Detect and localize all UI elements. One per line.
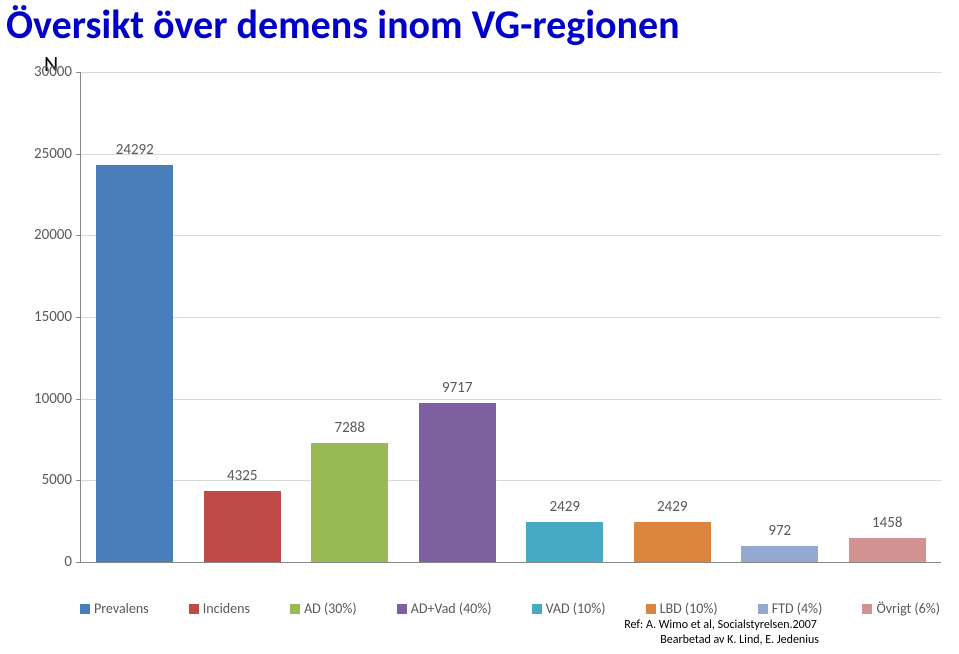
bar-value-label: 4325 — [227, 467, 257, 485]
gridline — [81, 72, 941, 73]
bar-value-label: 24292 — [116, 141, 154, 159]
gridline — [81, 235, 941, 236]
y-tickmark — [76, 154, 81, 155]
y-tick-label: 0 — [0, 553, 72, 571]
legend-item: AD+Vad (40%) — [397, 600, 492, 617]
legend-label: AD+Vad (40%) — [411, 600, 492, 617]
legend-item: Incidens — [189, 600, 250, 617]
legend-swatch — [646, 604, 656, 614]
legend-swatch — [397, 604, 407, 614]
legend-swatch — [290, 604, 300, 614]
chart-plot-area: 24292 4325 7288 9717 2429 2429 972 1458 — [80, 72, 941, 563]
legend-item: FTD (4%) — [758, 600, 823, 617]
legend-swatch — [532, 604, 542, 614]
legend-swatch — [80, 604, 90, 614]
legend-label: Prevalens — [94, 600, 149, 617]
y-tick-label: 15000 — [0, 308, 72, 326]
y-tick-label: 5000 — [0, 471, 72, 489]
legend-label: Övrigt (6%) — [876, 600, 940, 617]
legend-item: Prevalens — [80, 600, 149, 617]
bar-prevalens — [96, 165, 173, 562]
bar-value-label: 2429 — [550, 498, 580, 516]
bar-value-label: 7288 — [335, 419, 365, 437]
bar-incidens — [204, 491, 281, 562]
y-tickmark — [76, 317, 81, 318]
y-tick-label: 20000 — [0, 226, 72, 244]
y-tick-label: 10000 — [0, 390, 72, 408]
y-tickmark — [76, 72, 81, 73]
y-tick-label: 30000 — [0, 63, 72, 81]
legend-label: AD (30%) — [304, 600, 357, 617]
y-tickmark — [76, 480, 81, 481]
bar-ad-30- — [311, 443, 388, 562]
legend-label: LBD (10%) — [660, 600, 718, 617]
legend-item: Övrigt (6%) — [862, 600, 940, 617]
bar-value-label: 1458 — [872, 514, 902, 532]
bar-value-label: 972 — [768, 522, 791, 540]
legend-label: VAD (10%) — [546, 600, 606, 617]
bar-vad-10- — [526, 522, 603, 562]
bar-ad-vad-40- — [419, 403, 496, 562]
chart-title: Översikt över demens inom VG-regionen — [6, 0, 680, 49]
footer-line1: Ref: A. Wimo et al, Socialstyrelsen.2007 — [624, 618, 819, 633]
y-tickmark — [76, 562, 81, 563]
legend-item: LBD (10%) — [646, 600, 718, 617]
legend-label: FTD (4%) — [772, 600, 823, 617]
y-tickmark — [76, 399, 81, 400]
legend-label: Incidens — [203, 600, 250, 617]
legend-item: AD (30%) — [290, 600, 357, 617]
legend-item: VAD (10%) — [532, 600, 606, 617]
legend-swatch — [189, 604, 199, 614]
bar-lbd-10- — [634, 522, 711, 562]
gridline — [81, 480, 941, 481]
y-tick-label: 25000 — [0, 145, 72, 163]
footer-line2: Bearbetad av K. Lind, E. Jedenius — [624, 633, 819, 648]
bar-ftd-4- — [741, 546, 818, 562]
bar--vrigt-6- — [849, 538, 926, 562]
chart-footer: Ref: A. Wimo et al, Socialstyrelsen.2007… — [624, 618, 819, 648]
bar-value-label: 9717 — [442, 379, 472, 397]
chart-legend: Prevalens Incidens AD (30%) AD+Vad (40%) VAD… — [80, 600, 940, 617]
bar-value-label: 2429 — [657, 498, 687, 516]
gridline — [81, 154, 941, 155]
gridline — [81, 317, 941, 318]
y-tickmark — [76, 235, 81, 236]
legend-swatch — [862, 604, 872, 614]
gridline — [81, 399, 941, 400]
legend-swatch — [758, 604, 768, 614]
